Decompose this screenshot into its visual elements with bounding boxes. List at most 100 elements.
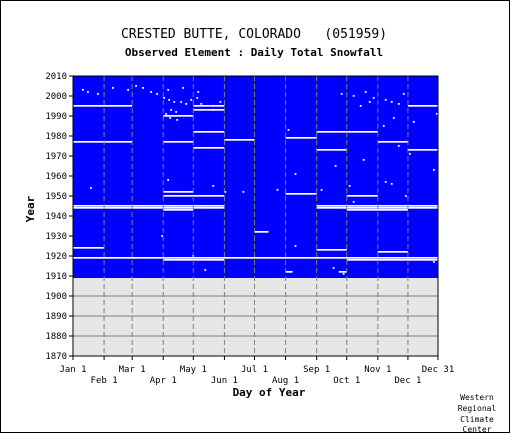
missing-point xyxy=(170,109,173,111)
missing-point xyxy=(112,87,114,89)
missing-point xyxy=(197,91,200,93)
missing-point xyxy=(359,105,362,107)
missing-point xyxy=(175,111,178,113)
missing-segment xyxy=(163,191,194,193)
missing-point xyxy=(87,91,89,93)
missing-point xyxy=(161,235,164,237)
missing-point xyxy=(180,101,183,103)
y-axis-label: Year xyxy=(24,195,37,222)
x-tick-label: Mar 1 xyxy=(119,365,146,375)
missing-point xyxy=(390,183,393,185)
missing-point xyxy=(90,187,92,189)
x-tick-label: Jul 1 xyxy=(241,365,268,375)
missing-point xyxy=(212,109,215,111)
credit-line-2: Regional xyxy=(458,404,497,413)
missing-point xyxy=(287,129,290,131)
missing-point xyxy=(185,103,188,105)
missing-segment xyxy=(73,247,105,249)
x-tick-label: Oct 1 xyxy=(333,376,360,386)
missing-point xyxy=(384,99,387,101)
missing-point xyxy=(167,89,170,91)
missing-point xyxy=(82,89,84,91)
missing-point xyxy=(408,153,411,155)
missing-point xyxy=(182,87,185,89)
y-tick-label: 1920 xyxy=(45,252,67,262)
chart-subtitle: Observed Element : Daily Total Snowfall xyxy=(125,46,383,59)
missing-point xyxy=(320,189,323,191)
missing-segment xyxy=(346,131,378,133)
x-tick-label: Feb 1 xyxy=(91,376,118,386)
missing-point xyxy=(168,99,171,101)
y-tick-label: 1960 xyxy=(45,172,67,182)
credit-line-3: Climate xyxy=(460,415,494,424)
missing-point xyxy=(368,101,371,103)
missing-point xyxy=(390,101,393,103)
missing-segment xyxy=(224,139,255,141)
chart-title: CRESTED BUTTE, COLORADO (051959) xyxy=(121,27,387,42)
missing-segment xyxy=(285,193,317,195)
grid-lines xyxy=(72,75,439,357)
missing-point xyxy=(169,117,172,119)
missing-point xyxy=(352,95,355,97)
credit-line-4: Center xyxy=(463,425,492,434)
missing-segment xyxy=(73,141,133,143)
credit-line-1: Western xyxy=(460,393,494,402)
missing-point xyxy=(224,191,227,193)
missing-segment xyxy=(163,195,225,197)
missing-point xyxy=(402,93,405,95)
missing-point xyxy=(397,103,400,105)
missing-segment xyxy=(316,207,438,209)
missing-point xyxy=(432,261,435,263)
missing-segment xyxy=(338,271,347,273)
missing-point xyxy=(176,119,179,121)
missing-point xyxy=(364,91,367,93)
missing-segment xyxy=(377,141,408,143)
missing-point xyxy=(165,113,168,115)
missing-segment xyxy=(163,141,194,143)
missing-segment xyxy=(316,131,347,133)
missing-point xyxy=(173,101,176,103)
missing-point xyxy=(432,169,435,171)
missing-point xyxy=(362,159,365,161)
y-tick-label: 1930 xyxy=(45,232,67,242)
y-tick-label: 2000 xyxy=(45,92,67,102)
x-tick-label: Jan 1 xyxy=(59,365,86,375)
missing-point xyxy=(435,113,438,115)
missing-point xyxy=(219,101,222,103)
missing-segment xyxy=(163,209,194,211)
missing-point xyxy=(276,189,279,191)
y-tick-label: 1940 xyxy=(45,212,67,222)
missing-point xyxy=(372,97,375,99)
missing-point xyxy=(167,179,170,181)
x-tick-label: Dec 31 xyxy=(422,365,455,375)
missing-point xyxy=(340,93,343,95)
x-tick-label: Apr 1 xyxy=(150,376,177,386)
missing-segment xyxy=(73,257,438,259)
missing-point xyxy=(392,117,395,119)
y-tick-label: 1990 xyxy=(45,112,67,122)
x-tick-label: Sep 1 xyxy=(303,365,330,375)
missing-segment xyxy=(346,195,378,197)
y-tick-label: 1890 xyxy=(45,312,67,322)
missing-segment xyxy=(193,147,225,149)
missing-segment xyxy=(254,231,269,233)
missing-point xyxy=(135,85,137,87)
x-axis-label: Day of Year xyxy=(233,386,306,399)
missing-segment xyxy=(73,105,133,107)
x-tick-label: Dec 1 xyxy=(394,376,421,386)
x-axis-ticks: Jan 1 Mar 1 May 1 Jul 1 Sep 1 Nov 1 Dec 31 Feb … xyxy=(59,356,454,386)
x-tick-label: Aug 1 xyxy=(272,376,299,386)
missing-segment xyxy=(346,259,438,261)
y-tick-label: 1950 xyxy=(45,192,67,202)
missing-segment xyxy=(193,109,225,111)
y-tick-label: 1970 xyxy=(45,152,67,162)
missing-segment xyxy=(285,137,317,139)
missing-point xyxy=(97,93,99,95)
missing-segment xyxy=(316,149,347,151)
missing-point xyxy=(294,173,297,175)
missing-point xyxy=(294,245,297,247)
missing-segment xyxy=(316,205,438,207)
missing-point xyxy=(404,195,407,197)
missing-point xyxy=(334,165,337,167)
